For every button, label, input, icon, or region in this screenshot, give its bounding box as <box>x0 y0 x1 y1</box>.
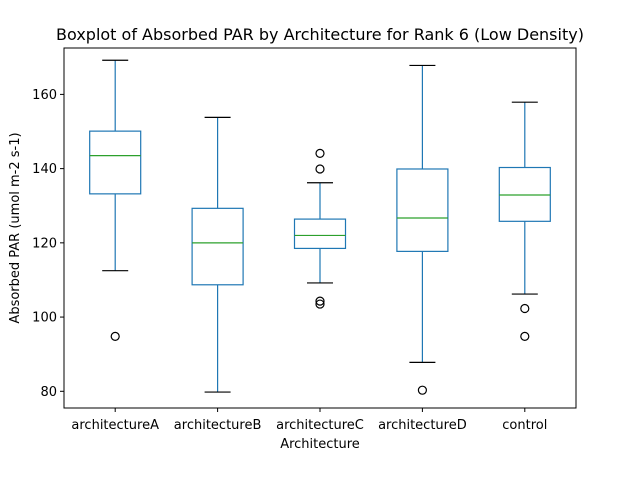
outlier-point-architecturea <box>110 331 120 341</box>
y-axis-label: Absorbed PAR (umol m-2 s-1) <box>8 132 23 323</box>
x-tick-label: architectureA <box>71 418 159 433</box>
x-tick-label: architectureB <box>174 418 262 433</box>
outlier-point-control <box>520 303 530 314</box>
x-axis-label: Architecture <box>280 437 360 452</box>
outlier-point-architecturec <box>315 299 325 309</box>
x-tick-label: control <box>502 418 547 433</box>
box-architectureb <box>191 207 244 286</box>
box-architecturea <box>89 130 142 195</box>
outlier-point-control <box>520 331 530 341</box>
outlier-point-architecturec <box>315 164 325 174</box>
box-architectured <box>396 168 449 252</box>
y-tick-label: 100 <box>32 311 57 326</box>
x-tick-label: architectureD <box>378 418 467 433</box>
y-tick-label: 140 <box>32 162 57 177</box>
y-tick-label: 80 <box>40 385 57 400</box>
outlier-point-architecturec <box>315 296 325 306</box>
x-tick-label: architectureC <box>276 418 364 433</box>
plot-frame <box>63 47 577 409</box>
box-architecturec <box>293 218 347 250</box>
chart-title: Boxplot of Absorbed PAR by Architecture … <box>56 25 584 44</box>
outlier-point-architectured <box>417 385 427 395</box>
y-tick-label: 160 <box>32 88 57 103</box>
outlier-point-architecturec <box>315 148 325 159</box>
y-tick-label: 120 <box>32 236 57 251</box>
